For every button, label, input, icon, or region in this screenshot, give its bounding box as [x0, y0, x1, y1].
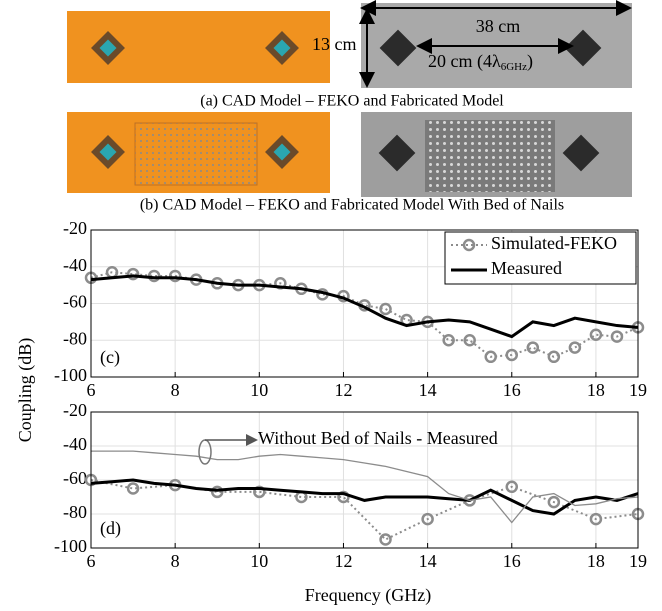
dimension-spacing: 20 cm (4λ6GHz) — [428, 51, 533, 72]
y-tick-label: -80 — [63, 328, 87, 348]
legend-label: Measured — [491, 258, 562, 278]
series-marker — [379, 302, 392, 316]
cad-model-a — [67, 11, 330, 83]
series-marker — [168, 269, 182, 283]
x-tick-label: 12 — [334, 380, 352, 400]
series-marker — [505, 348, 519, 362]
dimension-length: 38 cm — [476, 16, 521, 36]
series-marker — [253, 485, 266, 499]
y-tick-label: -20 — [63, 400, 87, 420]
plot-frame — [90, 229, 639, 378]
y-tick-label: -100 — [54, 365, 87, 385]
x-tick-label: 6 — [87, 380, 96, 400]
x-tick-label: 8 — [171, 380, 180, 400]
x-tick-label: 16 — [503, 551, 521, 571]
x-tick-label: 18 — [587, 551, 605, 571]
series-marker — [379, 533, 392, 546]
series-marker — [421, 512, 434, 526]
x-tick-label: 19 — [629, 380, 647, 400]
dimension-width: 13 cm — [312, 34, 357, 54]
x-tick-label: 6 — [87, 551, 96, 571]
series-marker — [337, 490, 350, 504]
y-tick-label: -60 — [63, 468, 87, 488]
series-marker — [463, 334, 476, 347]
series-marker — [610, 330, 624, 343]
x-tick-label: 19 — [629, 551, 647, 571]
series-marker — [547, 495, 561, 509]
series-line — [91, 450, 639, 524]
x-tick-label: 14 — [419, 551, 437, 571]
series-marker — [210, 485, 224, 499]
caption-a: (a) CAD Model – FEKO and Fabricated Mode… — [200, 93, 504, 110]
y-axis-label: Coupling (dB) — [15, 338, 36, 443]
legend-box — [444, 231, 637, 285]
series-line — [90, 478, 639, 516]
y-tick-label: -100 — [54, 536, 87, 556]
fabricated-photo-a: 38 cm 13 cm 20 cm (4λ6GHz) — [312, 0, 632, 88]
y-tick-label: -20 — [63, 218, 87, 238]
y-tick-label: -40 — [63, 255, 87, 275]
series-marker — [126, 267, 140, 281]
series-marker — [505, 480, 519, 494]
series-line — [90, 271, 639, 358]
legend-marker — [462, 238, 476, 252]
x-tick-label: 12 — [334, 551, 352, 571]
x-tick-label: 18 — [587, 380, 605, 400]
x-tick-label: 10 — [250, 380, 268, 400]
x-tick-label: 8 — [171, 551, 180, 571]
series-marker — [547, 350, 561, 364]
caption-b: (b) CAD Model – FEKO and Fabricated Mode… — [140, 197, 564, 214]
panel-label: (d) — [100, 518, 121, 539]
series-marker — [589, 328, 603, 341]
x-axis-label: Frequency (GHz) — [305, 585, 431, 606]
x-tick-label: 14 — [419, 380, 437, 400]
series-marker — [568, 341, 582, 354]
series-line — [90, 274, 639, 339]
cad-model-b — [67, 112, 330, 193]
series-marker — [526, 341, 540, 354]
annotation-ellipse — [198, 439, 212, 465]
series-marker — [442, 334, 455, 347]
panel-label: (c) — [100, 347, 120, 368]
plot-frame — [90, 411, 639, 549]
x-tick-label: 10 — [250, 551, 268, 571]
series-marker — [589, 512, 603, 526]
series-marker — [484, 350, 497, 364]
y-tick-label: -60 — [63, 292, 87, 312]
x-tick-label: 16 — [503, 380, 521, 400]
y-tick-label: -80 — [63, 502, 87, 522]
y-tick-label: -40 — [63, 434, 87, 454]
fabricated-photo-b — [361, 112, 632, 197]
legend-label: Simulated-FEKO — [491, 233, 617, 253]
series-marker — [126, 482, 140, 495]
annotation: Without Bed of Nails - Measured — [258, 428, 498, 448]
